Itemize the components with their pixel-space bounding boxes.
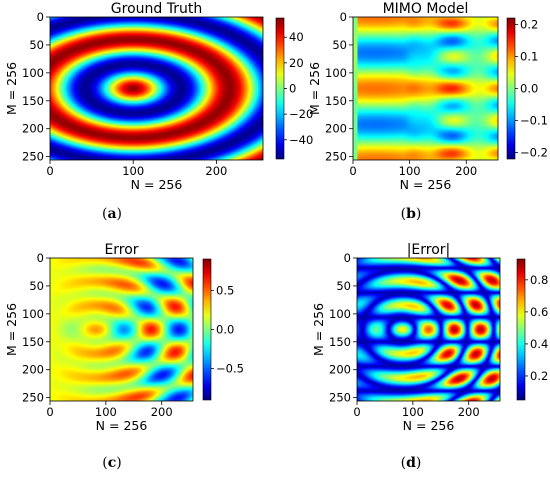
x-tick-label: 200 [455,164,477,178]
panel-caption: (c) [102,455,121,471]
caption-paren: ( [102,206,107,222]
colorbar-tick-label: 0.6 [530,305,548,319]
colorbar-tick-label: 0.4 [530,337,548,351]
x-tick-label: 0 [46,405,53,419]
colorbar-tick-label: 0.5 [216,283,234,297]
y-tick-label: 0 [37,251,44,265]
panel-caption: (b) [401,206,422,222]
chart-panel-3: Error 0 100 200 0 50 100 150 200 250 N = 256 M = 25… [4,242,244,471]
colorbar-tick-label: 0.8 [530,273,548,287]
colorbar [506,17,516,160]
y-tick-label: 150 [22,94,44,108]
heatmap-image [357,258,500,401]
heatmap-image [50,17,263,160]
colorbar [516,258,526,401]
x-tick-label: 200 [151,405,173,419]
x-axis-label: N = 256 [400,177,452,192]
colorbar-tick-label: −0.1 [520,114,548,128]
colorbar-tick-label: 40 [289,30,304,44]
x-tick-label: 0 [353,405,360,419]
caption-letter: a [107,206,116,222]
y-tick-label: 150 [329,335,351,349]
y-tick-label: 50 [336,279,351,293]
colorbar-tick-label: 20 [289,56,304,70]
y-tick-label: 0 [344,251,351,265]
colorbar-tick-label: 0.1 [520,49,538,63]
x-tick-label: 200 [458,405,480,419]
chart-panel-2: MIMO Model 0 100 200 0 50 100 150 200 250 N = 256 M… [307,1,548,222]
y-tick-label: 100 [22,66,44,80]
y-tick-label: 200 [22,363,44,377]
x-axis-label: N = 256 [403,418,455,433]
y-tick-label: 100 [22,307,44,321]
x-tick-label: 100 [399,164,421,178]
colorbar-tick-label: −0.2 [520,146,548,160]
y-tick-label: 250 [22,150,44,164]
y-tick-label: 250 [329,391,351,405]
plot-frame [352,16,499,161]
y-tick-label: 100 [329,307,351,321]
colorbar [275,17,285,160]
caption-paren: ) [416,206,421,222]
y-tick-label: 150 [22,335,44,349]
x-tick-label: 100 [95,405,117,419]
y-tick-label: 200 [325,122,347,136]
caption-paren: ) [416,455,421,471]
colorbar [202,258,212,401]
chart-title: Error [104,242,138,258]
colorbar-tick-label: −0.5 [216,362,244,376]
panel-caption: (a) [102,206,122,222]
y-tick-label: 50 [332,38,347,52]
x-axis-label: N = 256 [131,177,183,192]
y-tick-label: 0 [340,10,347,24]
colorbar-tick-label: 0.2 [520,17,538,31]
x-tick-label: 0 [46,164,53,178]
caption-paren: ( [102,455,107,471]
colorbar-tick-label: 0.2 [530,369,548,383]
y-tick-label: 200 [329,363,351,377]
caption-letter: d [406,455,416,471]
caption-letter: c [108,455,117,471]
caption-paren: ( [401,206,406,222]
plot-frame [49,16,264,161]
y-axis-label: M = 256 [307,62,322,115]
panel-caption: (d) [401,455,422,471]
y-tick-label: 0 [37,10,44,24]
caption-letter: b [406,206,416,222]
caption-paren: ) [116,455,121,471]
x-tick-label: 0 [349,164,356,178]
y-tick-label: 100 [325,66,347,80]
colorbar-tick-label: −40 [289,133,313,147]
caption-paren: ( [401,455,406,471]
heatmap-image [50,258,193,401]
x-axis-label: N = 256 [96,418,148,433]
chart-title: |Error| [407,242,451,258]
y-axis-label: M = 256 [311,303,326,356]
heatmap-image [353,17,498,160]
plot-frame [49,257,194,402]
y-tick-label: 200 [22,122,44,136]
y-tick-label: 50 [29,38,44,52]
caption-paren: ) [117,206,122,222]
x-tick-label: 100 [402,405,424,419]
y-tick-label: 50 [29,279,44,293]
chart-panel-4: |Error| 0 100 200 0 50 100 150 200 250 N = 256 M = … [311,242,548,471]
colorbar-tick-label: 0 [289,82,296,96]
x-tick-label: 100 [122,164,144,178]
colorbar-tick-label: 0.0 [520,82,538,96]
colorbar-tick-label: 0.0 [216,323,234,337]
chart-title: MIMO Model [383,1,469,17]
plot-frame [356,257,501,402]
y-axis-label: M = 256 [4,303,19,356]
colorbar-tick-label: −20 [289,107,313,121]
y-tick-label: 250 [325,150,347,164]
y-tick-label: 250 [22,391,44,405]
y-tick-label: 150 [325,94,347,108]
chart-title: Ground Truth [111,1,202,17]
y-axis-label: M = 256 [4,62,19,115]
x-tick-label: 200 [205,164,227,178]
